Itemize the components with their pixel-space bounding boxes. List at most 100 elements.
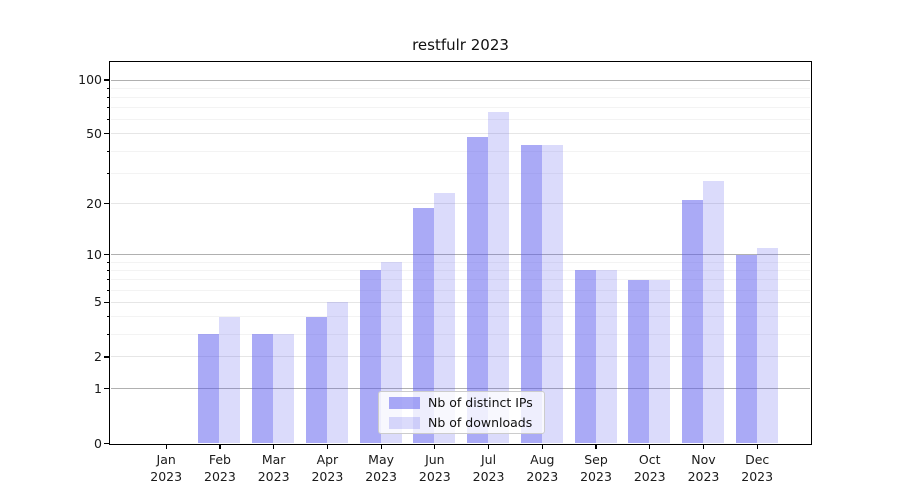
y-minor-tick-mark bbox=[107, 96, 110, 99]
y-minor-tick-mark bbox=[107, 119, 110, 121]
y-tick-label: 50 bbox=[86, 125, 102, 141]
legend-item-distinct-ips: Nb of distinct IPs bbox=[379, 394, 544, 412]
x-tick-label-line: Oct bbox=[638, 452, 661, 467]
x-tick-label-line: Jun bbox=[425, 452, 445, 467]
x-tick-mark bbox=[487, 443, 490, 449]
bar-nov-ips bbox=[681, 200, 703, 444]
y-minor-tick-mark bbox=[107, 316, 110, 318]
bar-apr-downloads bbox=[326, 302, 348, 444]
gridline bbox=[111, 107, 810, 109]
bar-jun-ips bbox=[413, 207, 435, 444]
legend-swatch-downloads-icon bbox=[389, 416, 420, 429]
gridline bbox=[111, 150, 810, 152]
x-tick-label: Feb 2023 bbox=[193, 452, 247, 485]
bar-feb-downloads bbox=[219, 316, 241, 444]
chart-title: restfulr 2023 bbox=[412, 36, 509, 54]
y-tick-label: 20 bbox=[86, 195, 102, 211]
x-tick-label: May 2023 bbox=[354, 452, 408, 485]
y-tick-mark bbox=[104, 203, 110, 205]
gridline bbox=[111, 261, 810, 263]
x-tick-label-line: Nov bbox=[691, 452, 716, 467]
x-tick-mark bbox=[649, 443, 651, 449]
bar-mar-ips bbox=[252, 334, 274, 444]
x-tick-mark bbox=[219, 443, 221, 449]
x-tick-label-line: 2023 bbox=[526, 468, 559, 484]
y-tick-mark bbox=[104, 356, 110, 358]
x-tick-label-line: 2023 bbox=[150, 468, 183, 484]
y-tick-mark bbox=[104, 301, 110, 303]
bar-dec-ips bbox=[735, 254, 757, 444]
bar-aug-downloads bbox=[541, 145, 563, 444]
x-tick-label-line: Sep bbox=[584, 452, 608, 467]
y-tick-mark bbox=[104, 254, 110, 256]
y-tick-label: 2 bbox=[94, 348, 102, 364]
bar-jul-ips bbox=[467, 137, 489, 444]
y-tick-label: 10 bbox=[86, 246, 102, 262]
x-tick-label-line: 2023 bbox=[365, 468, 397, 484]
x-tick-label-line: 2023 bbox=[472, 468, 505, 484]
gridline bbox=[111, 388, 810, 390]
gridline bbox=[111, 254, 810, 256]
gridline bbox=[111, 133, 810, 135]
x-tick-label-line: Dec bbox=[745, 452, 770, 467]
bar-sep-downloads bbox=[595, 270, 617, 444]
x-tick-label-line: Apr bbox=[316, 452, 339, 467]
x-tick-mark bbox=[326, 443, 328, 449]
bar-dec-downloads bbox=[756, 247, 778, 444]
gridline bbox=[111, 356, 810, 358]
x-tick-label-line: Jul bbox=[481, 452, 497, 467]
y-minor-tick-mark bbox=[107, 269, 110, 272]
y-minor-tick-mark bbox=[107, 289, 110, 291]
y-tick-mark bbox=[104, 79, 110, 81]
y-minor-tick-mark bbox=[107, 107, 110, 109]
bar-feb-ips bbox=[198, 334, 220, 444]
gridline bbox=[111, 316, 810, 318]
x-tick-label: Apr 2023 bbox=[300, 452, 354, 485]
x-tick-label-line: May bbox=[368, 452, 395, 467]
gridline bbox=[111, 333, 810, 335]
bar-oct-downloads bbox=[649, 279, 671, 444]
x-tick-mark bbox=[756, 443, 758, 449]
x-tick-label-line: Mar bbox=[261, 452, 286, 467]
x-tick-label-line: Jan bbox=[156, 452, 176, 467]
y-tick-mark bbox=[104, 388, 110, 390]
x-tick-mark bbox=[595, 443, 597, 449]
legend: Nb of distinct IPs Nb of downloads bbox=[378, 391, 545, 434]
x-tick-label: Jun 2023 bbox=[408, 452, 462, 485]
legend-swatch-distinct-ips-icon bbox=[389, 396, 420, 409]
x-tick-label: Nov 2023 bbox=[676, 452, 730, 485]
x-tick-label-line: 2023 bbox=[418, 468, 451, 484]
bar-nov-downloads bbox=[702, 181, 724, 444]
x-tick-label-line: 2023 bbox=[311, 468, 344, 484]
x-tick-label: Mar 2023 bbox=[247, 452, 301, 485]
x-tick-label: Jan 2023 bbox=[139, 452, 193, 485]
gridline bbox=[111, 172, 810, 174]
x-tick-mark bbox=[165, 443, 167, 449]
x-tick-mark bbox=[702, 443, 705, 449]
x-tick-label-line: 2023 bbox=[204, 468, 236, 484]
x-tick-label-line: 2023 bbox=[257, 468, 290, 484]
x-tick-label: Jul 2023 bbox=[462, 452, 516, 485]
y-tick-label: 0 bbox=[94, 435, 102, 451]
bar-mar-downloads bbox=[273, 334, 295, 444]
gridline bbox=[111, 79, 810, 81]
legend-label-downloads: Nb of downloads bbox=[428, 415, 533, 430]
bar-oct-ips bbox=[628, 279, 650, 444]
bar-jul-downloads bbox=[488, 112, 510, 444]
y-tick-label: 5 bbox=[94, 294, 102, 310]
y-minor-tick-mark bbox=[107, 87, 110, 89]
x-tick-mark bbox=[380, 443, 382, 449]
x-tick-label-line: 2023 bbox=[741, 468, 774, 484]
x-tick-mark bbox=[541, 443, 543, 449]
x-tick-label-line: 2023 bbox=[580, 468, 612, 484]
gridline bbox=[111, 119, 810, 121]
bar-apr-ips bbox=[305, 316, 327, 444]
x-tick-label: Sep 2023 bbox=[569, 452, 623, 485]
x-tick-label-line: 2023 bbox=[633, 468, 666, 484]
x-tick-label-line: 2023 bbox=[687, 468, 720, 484]
y-minor-tick-mark bbox=[107, 261, 110, 263]
x-tick-mark bbox=[434, 443, 436, 449]
